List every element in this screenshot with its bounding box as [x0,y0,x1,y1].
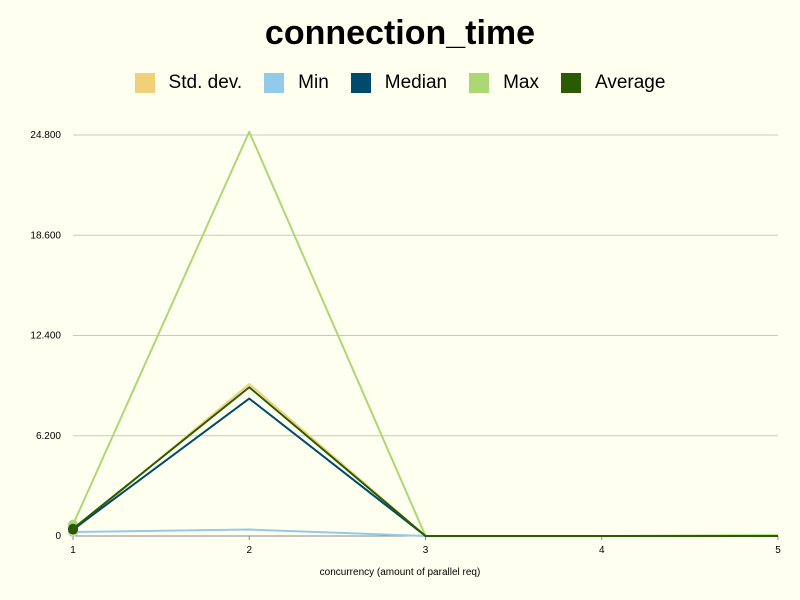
x-tick-label: 4 [599,545,605,556]
x-tick-label: 5 [775,545,781,556]
y-tick-label: 24.800 [30,130,61,141]
grid-layer [73,135,778,540]
y-tick-label: 18.600 [30,230,61,241]
x-tick-label: 1 [70,545,76,556]
series-line-median [73,399,778,536]
y-tick-label: 0 [55,531,61,542]
x-tick-label: 2 [246,545,252,556]
series-line-std-dev [73,384,778,536]
data-point [68,524,78,534]
x-axis-label: concurrency (amount of parallel req) [0,567,800,578]
series-layer [68,132,778,537]
y-tick-label: 6.200 [36,431,61,442]
series-line-max [73,132,778,536]
y-tick-label: 12.400 [30,331,61,342]
x-tick-label: 3 [423,545,429,556]
series-line-average [73,387,778,536]
